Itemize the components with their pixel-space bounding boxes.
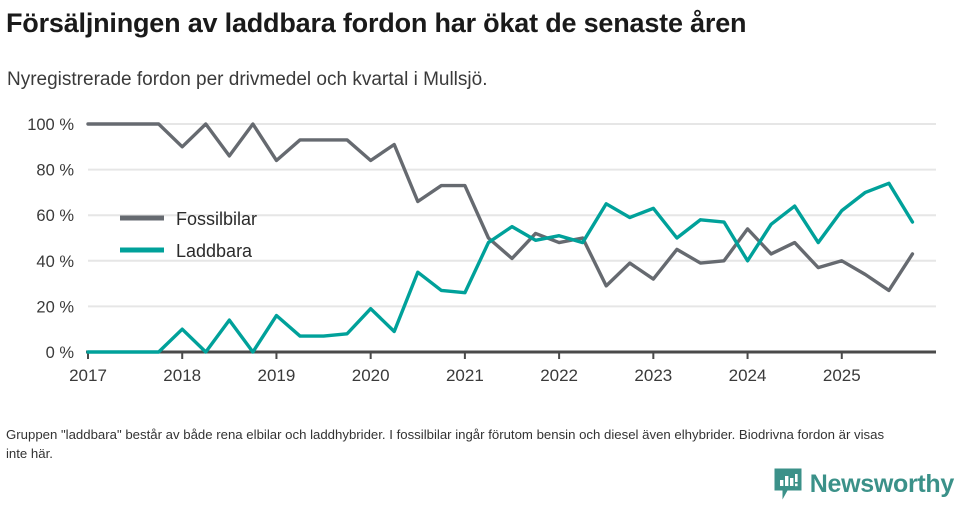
brand-name: Newsworthy [809, 470, 955, 498]
x-axis-tick-label: 2022 [540, 366, 578, 385]
x-axis-tick-label: 2018 [163, 366, 201, 385]
y-axis-tick-label: 80 % [36, 162, 74, 180]
series-line-fossilbilar [86, 122, 915, 293]
legend-label: Laddbara [176, 241, 253, 261]
x-axis-tick-label: 2024 [729, 366, 767, 385]
bar-chart-speech-bubble-icon [774, 468, 802, 500]
y-axis-tick-label: 20 % [36, 298, 74, 316]
y-axis-tick-label: 0 % [46, 344, 75, 362]
legend-label: Fossilbilar [176, 209, 257, 229]
x-axis-tick-label: 2019 [258, 366, 296, 385]
x-axis-tick-label: 2021 [446, 366, 484, 385]
x-axis-tick-label: 2017 [69, 366, 107, 385]
y-axis-tick-label: 60 % [36, 207, 74, 225]
page-title: Försäljningen av laddbara fordon har öka… [6, 8, 747, 38]
x-axis-tick-label: 2020 [352, 366, 390, 385]
chart-area: 0 % 20 % 40 % 60 % 80 % 100 % 2017 2018 2019 2020… [0, 106, 960, 396]
x-axis-tick-label: 2025 [823, 366, 861, 385]
y-axis-tick-label: 40 % [36, 253, 74, 271]
x-axis-tick-label: 2023 [634, 366, 672, 385]
chart-subtitle: Nyregistrerade fordon per drivmedel och … [7, 69, 488, 90]
chart-footnote: Gruppen "laddbara" består av både rena e… [6, 427, 885, 461]
newsworthy-logo: Newsworthy [773, 467, 954, 501]
series-line-laddbara [86, 181, 915, 354]
line-chart: 0 % 20 % 40 % 60 % 80 % 100 % 2017 2018 2019 2020… [27, 116, 936, 385]
y-axis-tick-label: 100 % [27, 116, 74, 134]
